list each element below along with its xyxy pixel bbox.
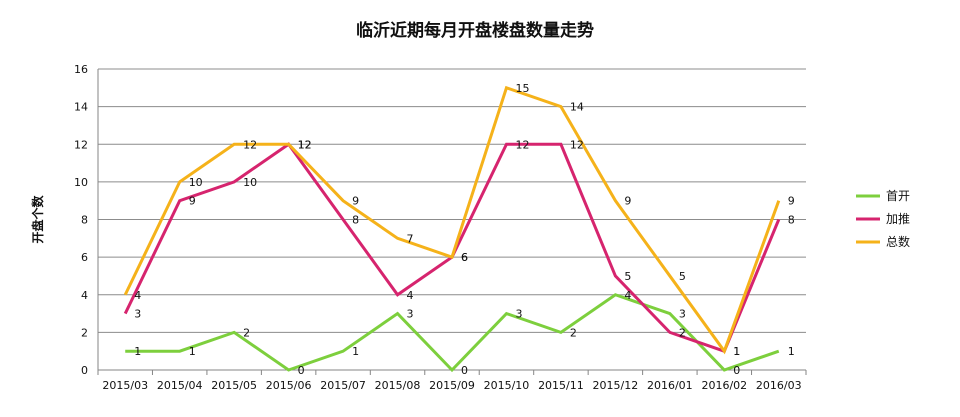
chart-title: 临沂近期每月开盘楼盘数量走势 <box>356 20 594 41</box>
data-label: 0 <box>461 364 468 377</box>
x-tick-label: 2015/07 <box>320 379 366 392</box>
x-tick-label: 2016/03 <box>756 379 802 392</box>
data-label: 3 <box>407 308 414 321</box>
legend-entry: 加推 <box>886 212 910 226</box>
data-label: 2 <box>243 326 250 339</box>
data-label: 6 <box>461 251 468 264</box>
data-label: 2 <box>679 326 686 339</box>
data-label: 14 <box>570 101 584 114</box>
data-label: 9 <box>189 195 196 208</box>
y-tick-label: 14 <box>74 101 88 114</box>
x-tick-label: 2015/08 <box>375 379 421 392</box>
data-label: 10 <box>243 176 257 189</box>
y-tick-label: 12 <box>74 138 88 151</box>
data-label: 4 <box>407 289 414 302</box>
series-lines <box>123 85 781 373</box>
data-label: 1 <box>134 345 141 358</box>
x-tick-label: 2015/11 <box>538 379 584 392</box>
y-tick-label: 2 <box>81 326 88 339</box>
y-tick-label: 0 <box>81 364 88 377</box>
data-label: 6 <box>461 251 468 264</box>
data-label: 3 <box>515 308 522 321</box>
y-tick-label: 16 <box>74 63 88 76</box>
series-line-1 <box>125 293 780 373</box>
data-label: 12 <box>298 138 312 151</box>
data-label: 8 <box>352 214 359 227</box>
x-tick-label: 2015/06 <box>266 379 312 392</box>
data-label: 12 <box>243 138 257 151</box>
legend-entry: 总数 <box>886 234 910 249</box>
data-label: 0 <box>298 364 305 377</box>
x-tick-label: 2015/05 <box>211 379 257 392</box>
grid-lines <box>98 68 806 371</box>
x-tick-label: 2015/10 <box>484 379 530 392</box>
data-label: 10 <box>189 176 203 189</box>
y-tick-label: 10 <box>74 176 88 189</box>
y-tick-label: 6 <box>81 251 88 264</box>
data-label: 3 <box>134 308 141 321</box>
data-label: 7 <box>407 232 414 245</box>
x-tick-label: 2016/01 <box>647 379 693 392</box>
x-tick-label: 2015/04 <box>157 379 203 392</box>
data-label: 12 <box>515 138 529 151</box>
data-label: 1 <box>733 345 740 358</box>
x-tick-label: 2015/03 <box>102 379 148 392</box>
data-label: 15 <box>515 82 529 95</box>
data-label: 5 <box>624 270 631 283</box>
data-label: 4 <box>624 289 631 302</box>
legend-entry: 首开 <box>886 189 910 203</box>
data-label: 1 <box>189 345 196 358</box>
x-tick-label: 2016/02 <box>701 379 747 392</box>
data-label: 2 <box>570 326 577 339</box>
data-label: 1 <box>352 345 359 358</box>
data-label: 0 <box>733 364 740 377</box>
data-label: 1 <box>788 345 795 358</box>
data-label: 4 <box>134 289 141 302</box>
data-label: 1 <box>733 345 740 358</box>
x-tick-label: 2015/12 <box>593 379 639 392</box>
data-label: 12 <box>570 138 584 151</box>
data-label: 9 <box>788 195 795 208</box>
y-axis-label: 开盘个数 <box>30 195 45 244</box>
data-label: 9 <box>624 195 631 208</box>
x-tick-label: 2015/09 <box>429 379 475 392</box>
series-line-3 <box>123 85 781 355</box>
data-label: 3 <box>679 308 686 321</box>
data-label: 12 <box>298 138 312 151</box>
data-label: 9 <box>352 195 359 208</box>
y-tick-label: 8 <box>81 214 88 227</box>
y-tick-label: 4 <box>81 289 88 302</box>
data-label: 8 <box>788 214 795 227</box>
data-label: 5 <box>679 270 686 283</box>
